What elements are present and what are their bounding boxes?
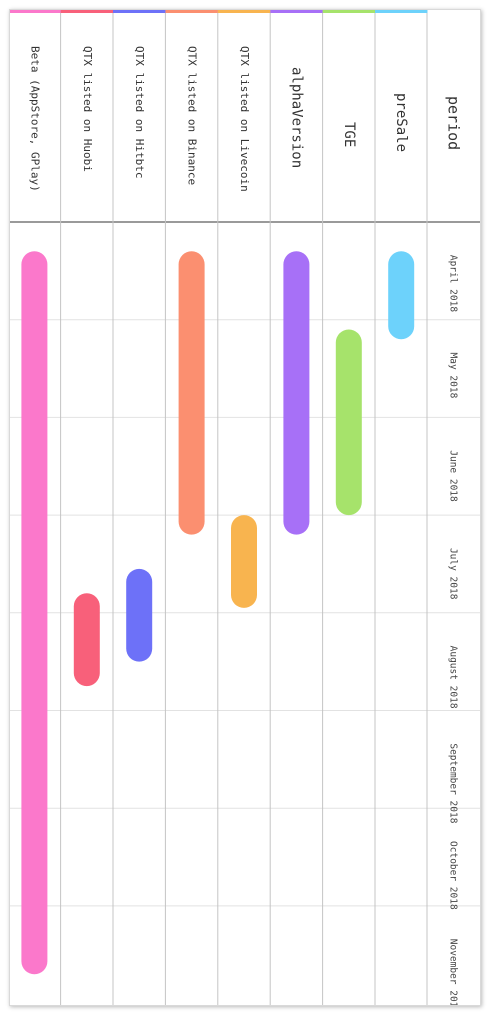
month-label: May 2018 — [448, 353, 459, 399]
column-color-strip — [322, 10, 375, 13]
task-label-beta-appstore-gplay: Beta (AppStore, GPlay) — [28, 46, 41, 192]
column-color-strip — [113, 10, 166, 13]
column-color-strip — [217, 10, 271, 13]
month-label: July 2018 — [448, 548, 459, 600]
task-label-qtx-listed-on-hitbtc: QTX listed on Hitbtc — [133, 46, 146, 178]
month-label: November 2018 — [448, 939, 459, 1005]
bar-qtx-listed-on-livecoin — [231, 515, 257, 608]
column-color-strip — [375, 10, 428, 13]
bar-qtx-listed-on-hitbtc — [126, 568, 153, 662]
column-color-strip — [10, 10, 61, 13]
month-label: June 2018 — [448, 450, 459, 502]
column-color-strip — [60, 10, 113, 13]
task-label-qtx-listed-on-livecoin: QTX listed on Livecoin — [238, 46, 251, 192]
task-label-qtx-listed-on-binance: QTX listed on Binance — [186, 46, 199, 185]
task-label-presale: preSale — [393, 93, 409, 152]
month-label: August 2018 — [448, 646, 459, 709]
gantt-chart: period preSale TGE alphaVersion QTX listed o… — [10, 10, 480, 1005]
task-label-qtx-listed-on-huobi: QTX listed on Huobi — [81, 46, 94, 172]
column-color-strip — [270, 10, 323, 13]
bar-beta-appstore-gplay — [21, 251, 48, 975]
month-label: September 2018 — [448, 743, 459, 823]
bar-qtx-listed-on-huobi — [73, 593, 100, 687]
bar-presale — [388, 251, 415, 340]
bar-tge — [335, 329, 362, 516]
month-label: October 2018 — [448, 841, 459, 910]
bar-qtx-listed-on-binance — [178, 251, 205, 535]
column-color-strip — [165, 10, 218, 13]
bar-alphaversion — [283, 251, 310, 535]
task-label-tge: TGE — [341, 122, 357, 147]
period-header: period — [445, 96, 463, 150]
month-label: April 2018 — [448, 255, 459, 312]
chart-card: period preSale TGE alphaVersion QTX listed o… — [9, 9, 481, 1006]
task-label-alphaversion: alphaVersion — [288, 67, 304, 168]
